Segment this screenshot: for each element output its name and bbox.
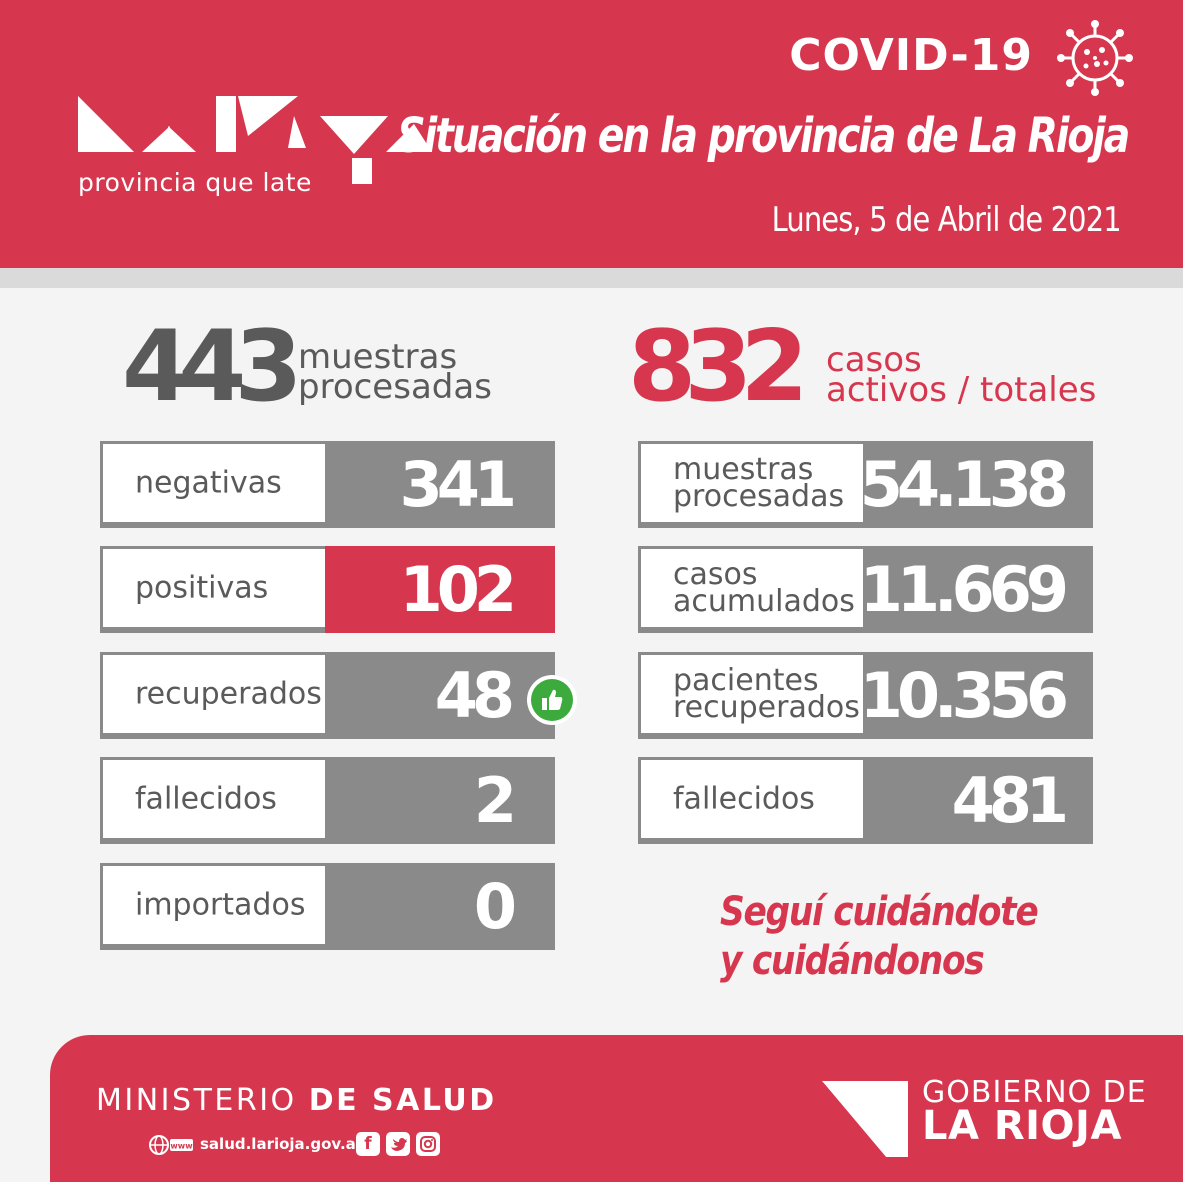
total-value-box: 10.356 [859, 652, 1093, 739]
stat-label-box: positivas [100, 546, 325, 630]
headline: Situación en la provincia de La Rioja [397, 108, 1130, 164]
gobierno-province: LA RIOJA [922, 1103, 1122, 1149]
stat-value: 2 [473, 763, 517, 837]
total-value: 54.138 [859, 447, 1069, 521]
stat-value-box: 102 [325, 546, 555, 633]
daily-samples-label: muestras procesadas [298, 337, 492, 407]
stat-value: 48 [434, 658, 515, 732]
stat-label-box: recuperados [100, 652, 325, 736]
stat-value-box: 48 [325, 652, 555, 739]
la-rioja-logo [78, 96, 432, 184]
stat-value: 102 [399, 552, 517, 626]
ministerio-title: MINISTERIO DE SALUD [96, 1083, 497, 1118]
gobierno-label: GOBIERNO DE [922, 1075, 1147, 1110]
gobierno-emblem [822, 1081, 908, 1157]
active-cases-number: 832 [628, 310, 809, 424]
stat-value: 0 [473, 869, 517, 943]
footer-banner: MINISTERIO DE SALUD www salud.larioja.go… [50, 1035, 1183, 1182]
stat-label-box: negativas [100, 441, 325, 525]
total-label: pacientes recuperados [673, 663, 860, 725]
facebook-icon[interactable]: f [356, 1132, 380, 1156]
stat-label: negativas [135, 465, 282, 501]
total-label: casos acumulados [673, 557, 855, 619]
total-label: muestras procesadas [673, 452, 845, 514]
total-row-casos: casos acumulados 11.669 [638, 546, 1093, 634]
covid-title: COVID-19 [789, 30, 1033, 81]
instagram-icon[interactable] [416, 1132, 440, 1156]
total-label-box: fallecidos [638, 757, 863, 841]
globe-icon: www [149, 1135, 193, 1155]
stat-row-positivas: positivas 102 [100, 546, 555, 634]
virus-icon [1057, 20, 1133, 96]
total-row-recuperados: pacientes recuperados 10.356 [638, 652, 1093, 740]
total-value: 11.669 [859, 552, 1069, 626]
total-row-muestras: muestras procesadas 54.138 [638, 441, 1093, 529]
total-label-box: casos acumulados [638, 546, 863, 630]
total-row-fallecidos: fallecidos 481 [638, 757, 1093, 845]
total-label-box: pacientes recuperados [638, 652, 863, 736]
logo-subtitle: provincia que late [78, 168, 312, 197]
stat-label: positivas [135, 570, 269, 606]
stat-value: 341 [399, 447, 517, 521]
stat-row-importados: importados 0 [100, 863, 555, 951]
slogan: Seguí cuidándote y cuidándonos [720, 889, 1039, 984]
stat-row-fallecidos: fallecidos 2 [100, 757, 555, 845]
stat-value-box: 0 [325, 863, 555, 950]
stat-label: fallecidos [135, 781, 277, 817]
thumbs-up-icon [527, 675, 577, 725]
total-value: 10.356 [859, 658, 1069, 732]
stat-label: importados [135, 887, 306, 923]
header-banner: provincia que late COVID-19 Situación en… [0, 0, 1183, 268]
active-cases-label: casos activos / totales [826, 340, 1097, 410]
total-label: fallecidos [673, 781, 815, 817]
report-date: Lunes, 5 de Abril de 2021 [771, 200, 1122, 240]
total-label-box: muestras procesadas [638, 441, 863, 525]
web-icon-text: www [170, 1142, 193, 1151]
total-value: 481 [951, 763, 1069, 837]
stat-value-box: 2 [325, 757, 555, 844]
stat-label: recuperados [135, 676, 322, 712]
twitter-icon[interactable] [386, 1132, 410, 1156]
stat-value-box: 341 [325, 441, 555, 528]
stat-row-negativas: negativas 341 [100, 441, 555, 529]
total-value-box: 11.669 [859, 546, 1093, 633]
daily-samples-number: 443 [122, 310, 303, 424]
stat-row-recuperados: recuperados 48 [100, 652, 555, 740]
stat-label-box: fallecidos [100, 757, 325, 841]
website-link[interactable]: salud.larioja.gov.ar [200, 1135, 364, 1153]
header-divider [0, 268, 1183, 288]
total-value-box: 481 [863, 757, 1093, 844]
stat-label-box: importados [100, 863, 325, 947]
total-value-box: 54.138 [859, 441, 1093, 528]
